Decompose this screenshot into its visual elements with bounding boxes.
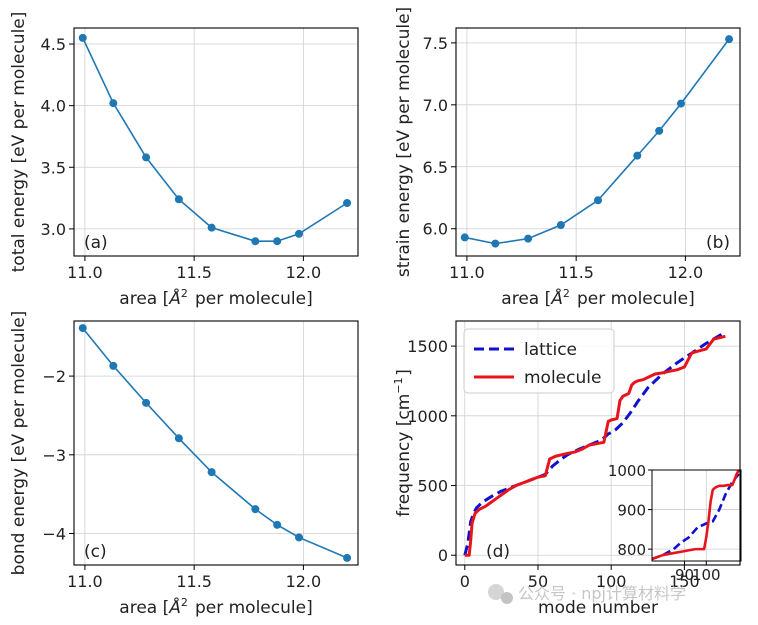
series-line	[464, 38, 730, 245]
watermark-text: 公众号 · npj计算材料学	[518, 584, 686, 603]
inset-y-tick-label: 800	[617, 541, 646, 559]
data-point	[677, 99, 686, 108]
inset-y-tick-label: 900	[617, 502, 646, 520]
x-tick-label: 0	[460, 572, 470, 591]
legend-label-lattice: lattice	[524, 340, 577, 360]
data-point	[207, 223, 216, 232]
data-point	[460, 233, 469, 242]
panel-b-strain-energy: 11.0 11.5 12.0 6.0 6.5 7.0 7.5 area [Å2 per mol…	[394, 7, 741, 309]
x-tick-label: 12.0	[286, 263, 322, 282]
y-tick-label: 6.0	[423, 220, 448, 239]
panel-label: (d)	[486, 542, 510, 562]
x-tick-label: 11.5	[176, 263, 212, 282]
data-point	[251, 505, 260, 514]
data-point	[273, 237, 282, 246]
x-tick-label: 11.0	[67, 572, 103, 591]
inset-frame-top	[651, 469, 742, 562]
x-tick-label: 100	[596, 572, 627, 591]
wechat-logo-icon-small	[501, 592, 513, 604]
x-axis-label: mode number	[538, 598, 658, 618]
panel-label: (c)	[84, 542, 107, 562]
y-tick-label: 3.0	[41, 220, 66, 239]
data-point	[655, 126, 664, 135]
x-axis-label: area [Å2 per molecule]	[119, 287, 312, 309]
y-tick-label: −3	[42, 446, 66, 465]
y-tick-label: 0	[438, 546, 448, 565]
data-point	[633, 151, 642, 160]
series-line-molecule	[464, 334, 726, 557]
data-point	[491, 239, 500, 248]
series-line	[82, 327, 348, 559]
y-tick-label: 4.0	[41, 97, 66, 116]
y-axis-label: frequency [cm−1 ]	[392, 369, 414, 517]
panel-c-bond-energy: 11.0 11.5 12.0 −4 −3 −2 area [Å2 per molecule]…	[9, 311, 359, 618]
watermark: 公众号 · npj计算材料学	[488, 584, 686, 604]
data-point	[109, 99, 118, 108]
x-tick-label: 12.0	[668, 263, 704, 282]
panel-a-total-energy: 11.0 11.5 12.0 3.0 3.5 4.0 4.5 area [Å2 per mol…	[9, 12, 359, 309]
y-tick-label: 6.5	[423, 158, 448, 177]
x-tick-label: 11.0	[67, 263, 103, 282]
panel-label: (b)	[706, 233, 730, 253]
data-point	[251, 237, 260, 246]
x-tick-label: 11.5	[176, 572, 212, 591]
data-point	[78, 33, 87, 42]
data-point	[556, 221, 565, 230]
inset-x-tick-label: 100	[692, 566, 721, 584]
data-point	[78, 324, 87, 333]
x-tick-label: 11.5	[558, 263, 594, 282]
inset-frame	[651, 469, 742, 562]
data-point	[343, 199, 352, 208]
data-point	[207, 468, 216, 477]
data-point	[174, 195, 183, 204]
y-tick-label: 1000	[407, 407, 448, 426]
x-tick-label: 50	[528, 572, 548, 591]
x-tick-label: 12.0	[286, 572, 322, 591]
data-point	[343, 553, 352, 562]
data-point	[174, 434, 183, 443]
data-point	[142, 398, 151, 407]
y-axis-label: total energy [eV per molecule]	[9, 12, 29, 273]
wechat-logo-icon	[488, 584, 504, 600]
inset-series-line-molecule	[651, 469, 740, 561]
series-line	[82, 37, 348, 243]
legend: lattice molecule	[463, 328, 615, 394]
panel-label: (a)	[84, 233, 108, 253]
data-point	[295, 229, 304, 238]
x-tick-label: 11.0	[449, 263, 485, 282]
y-tick-label: 7.5	[423, 34, 448, 53]
data-point	[273, 520, 282, 529]
y-axis-label: bond energy [eV per molecule]	[9, 311, 29, 576]
y-tick-label: 1500	[407, 337, 448, 356]
y-tick-label: 500	[417, 477, 448, 496]
x-tick-label: 150	[669, 572, 700, 591]
inset-series-line-lattice	[651, 473, 740, 561]
data-point	[725, 35, 734, 44]
x-axis-label: area [Å2 per molecule]	[501, 287, 694, 309]
data-point	[295, 533, 304, 542]
axes-frame	[73, 320, 359, 566]
y-tick-label: 3.5	[41, 158, 66, 177]
data-point	[594, 196, 602, 205]
data-point	[142, 153, 151, 162]
y-axis-label: strain energy [eV per molecule]	[394, 7, 414, 277]
data-point	[524, 234, 533, 243]
axes-frame	[455, 27, 741, 257]
inset-y-tick-label: 1000	[608, 462, 646, 480]
y-tick-label: −4	[42, 525, 66, 544]
axes-frame	[455, 320, 741, 566]
x-axis-label: area [Å2 per molecule]	[119, 596, 312, 618]
axes-frame	[73, 27, 359, 257]
y-tick-label: −2	[42, 367, 66, 386]
y-tick-label: 7.0	[423, 96, 448, 115]
legend-label-molecule: molecule	[524, 368, 601, 388]
inset-x-tick-label: 90	[675, 566, 694, 584]
y-tick-label: 4.5	[41, 35, 66, 54]
data-point	[109, 361, 118, 370]
